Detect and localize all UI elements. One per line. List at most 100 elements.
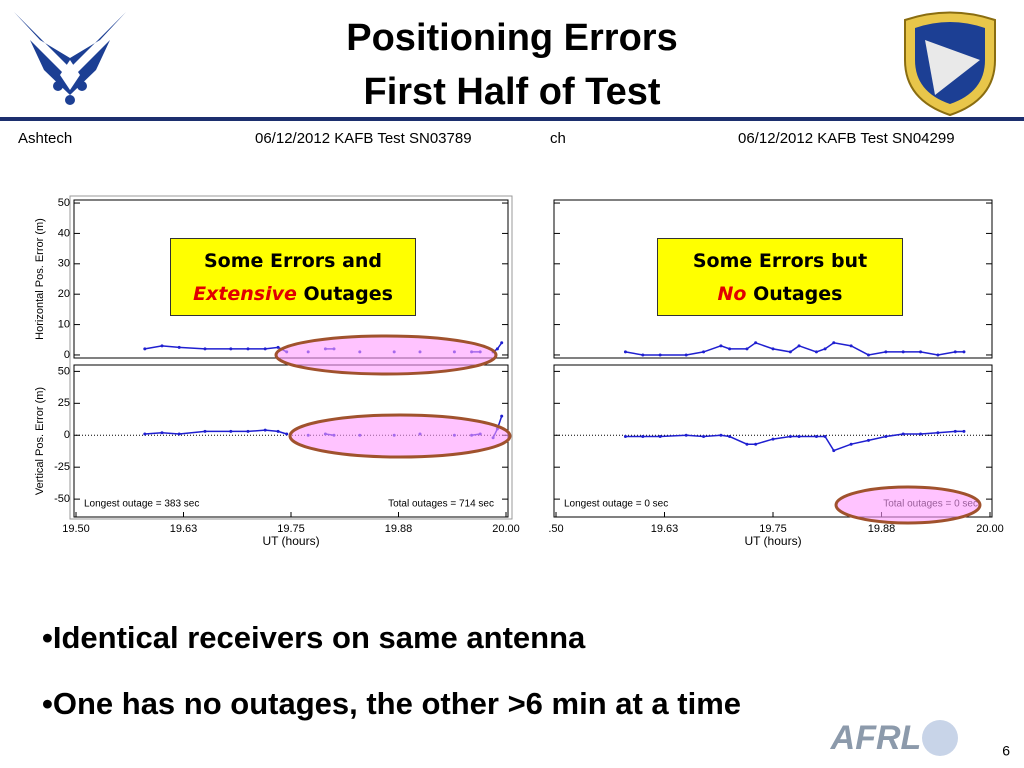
y-tick-label: -25 bbox=[54, 461, 70, 473]
y-tick-label: 20 bbox=[58, 288, 70, 300]
data-point bbox=[500, 414, 504, 418]
annotation: Total outages = 714 sec bbox=[388, 499, 494, 510]
air-force-logo bbox=[14, 12, 126, 105]
data-point bbox=[754, 442, 758, 446]
data-point bbox=[658, 435, 662, 439]
chart-frame bbox=[69, 195, 513, 520]
callout-rest: Outages bbox=[303, 283, 393, 305]
data-point bbox=[728, 347, 732, 351]
data-point bbox=[229, 429, 233, 433]
callout-emphasis: No bbox=[717, 283, 747, 305]
data-point bbox=[623, 350, 627, 354]
y-tick-label: 25 bbox=[58, 397, 70, 409]
data-point bbox=[495, 347, 499, 351]
data-point bbox=[728, 435, 732, 439]
bullet: •Identical receivers on same antenna bbox=[42, 620, 586, 655]
data-point bbox=[901, 432, 905, 436]
x-axis-label: UT (hours) bbox=[262, 534, 319, 548]
data-point bbox=[203, 347, 207, 351]
data-point bbox=[246, 429, 250, 433]
data-point bbox=[177, 432, 181, 436]
y-tick-label: -50 bbox=[54, 493, 70, 505]
data-point bbox=[866, 353, 870, 357]
data-point bbox=[177, 345, 181, 349]
globe bbox=[922, 720, 958, 756]
data-point bbox=[263, 347, 267, 351]
y-axis-label: Horizontal Pos. Error (m) bbox=[34, 218, 46, 340]
data-point bbox=[276, 429, 280, 433]
highlight bbox=[288, 413, 512, 459]
page-number: 6 bbox=[1002, 743, 1010, 759]
header-left: Ashtech bbox=[18, 130, 72, 147]
data-point bbox=[832, 449, 836, 453]
data-point bbox=[623, 435, 627, 439]
data-point bbox=[901, 350, 905, 354]
data-point bbox=[641, 435, 645, 439]
slide-title: Positioning Errors bbox=[346, 17, 677, 59]
data-point bbox=[719, 344, 723, 348]
y-tick-label: 40 bbox=[58, 227, 70, 239]
data-point bbox=[702, 350, 706, 354]
data-point bbox=[823, 435, 827, 439]
data-point bbox=[143, 432, 147, 436]
data-point bbox=[788, 435, 792, 439]
data-point bbox=[745, 442, 749, 446]
data-point bbox=[203, 429, 207, 433]
annotation: Longest outage = 383 sec bbox=[84, 499, 199, 510]
plot-area bbox=[553, 199, 993, 359]
header-right-test: 06/12/2012 KAFB Test SN04299 bbox=[738, 130, 955, 147]
callout-emphasis: Extensive bbox=[193, 283, 297, 305]
bullet: •One has no outages, the other >6 min at… bbox=[42, 686, 742, 721]
data-point bbox=[229, 347, 233, 351]
data-point bbox=[285, 432, 289, 436]
x-tick-label: 19.63 bbox=[170, 523, 198, 535]
data-point bbox=[160, 344, 164, 348]
data-point bbox=[884, 435, 888, 439]
callout-line: Some Errors and bbox=[203, 250, 383, 272]
data-point bbox=[936, 353, 940, 357]
highlight bbox=[834, 485, 982, 525]
callout: Some Errors but No Outages bbox=[657, 238, 903, 316]
x-tick-label: 20.00 bbox=[492, 523, 520, 535]
data-point bbox=[919, 350, 923, 354]
data-point bbox=[276, 345, 280, 349]
x-tick-label: 19.63 bbox=[651, 523, 679, 535]
data-point bbox=[962, 429, 966, 433]
series-line bbox=[625, 341, 964, 356]
data-point bbox=[866, 438, 870, 442]
data-point bbox=[936, 431, 940, 435]
slide-subtitle: First Half of Test bbox=[364, 71, 661, 113]
annotation: Longest outage = 0 sec bbox=[564, 499, 668, 510]
header-rule bbox=[0, 117, 1024, 121]
callout-line: Some Errors but bbox=[692, 250, 868, 272]
y-tick-label: 0 bbox=[64, 429, 70, 441]
data-point bbox=[953, 429, 957, 433]
x-tick-label: 20.00 bbox=[976, 523, 1004, 535]
data-point bbox=[745, 347, 749, 351]
callout-rest: Outages bbox=[753, 283, 843, 305]
y-axis-label: Vertical Pos. Error (m) bbox=[34, 387, 46, 495]
data-point bbox=[719, 433, 723, 437]
x-tick-label: 19.75 bbox=[759, 523, 787, 535]
data-point bbox=[884, 350, 888, 354]
y-tick-label: 50 bbox=[58, 365, 70, 377]
data-point bbox=[797, 435, 801, 439]
data-point bbox=[246, 347, 250, 351]
data-point bbox=[702, 435, 706, 439]
header-left-test: 06/12/2012 KAFB Test SN03789 bbox=[255, 130, 472, 147]
data-point bbox=[814, 350, 818, 354]
y-tick-label: 10 bbox=[58, 318, 70, 330]
callout: Some Errors and Extensive Outages bbox=[170, 238, 416, 316]
highlight bbox=[274, 334, 498, 376]
data-point bbox=[143, 347, 147, 351]
data-point bbox=[814, 435, 818, 439]
data-point bbox=[849, 344, 853, 348]
x-tick-label: 19.50 bbox=[62, 523, 90, 535]
data-point bbox=[263, 428, 267, 432]
y-tick-label: 50 bbox=[58, 197, 70, 209]
data-point bbox=[641, 353, 645, 357]
data-point bbox=[919, 432, 923, 436]
data-point bbox=[849, 442, 853, 446]
afrl-shield bbox=[904, 11, 996, 117]
